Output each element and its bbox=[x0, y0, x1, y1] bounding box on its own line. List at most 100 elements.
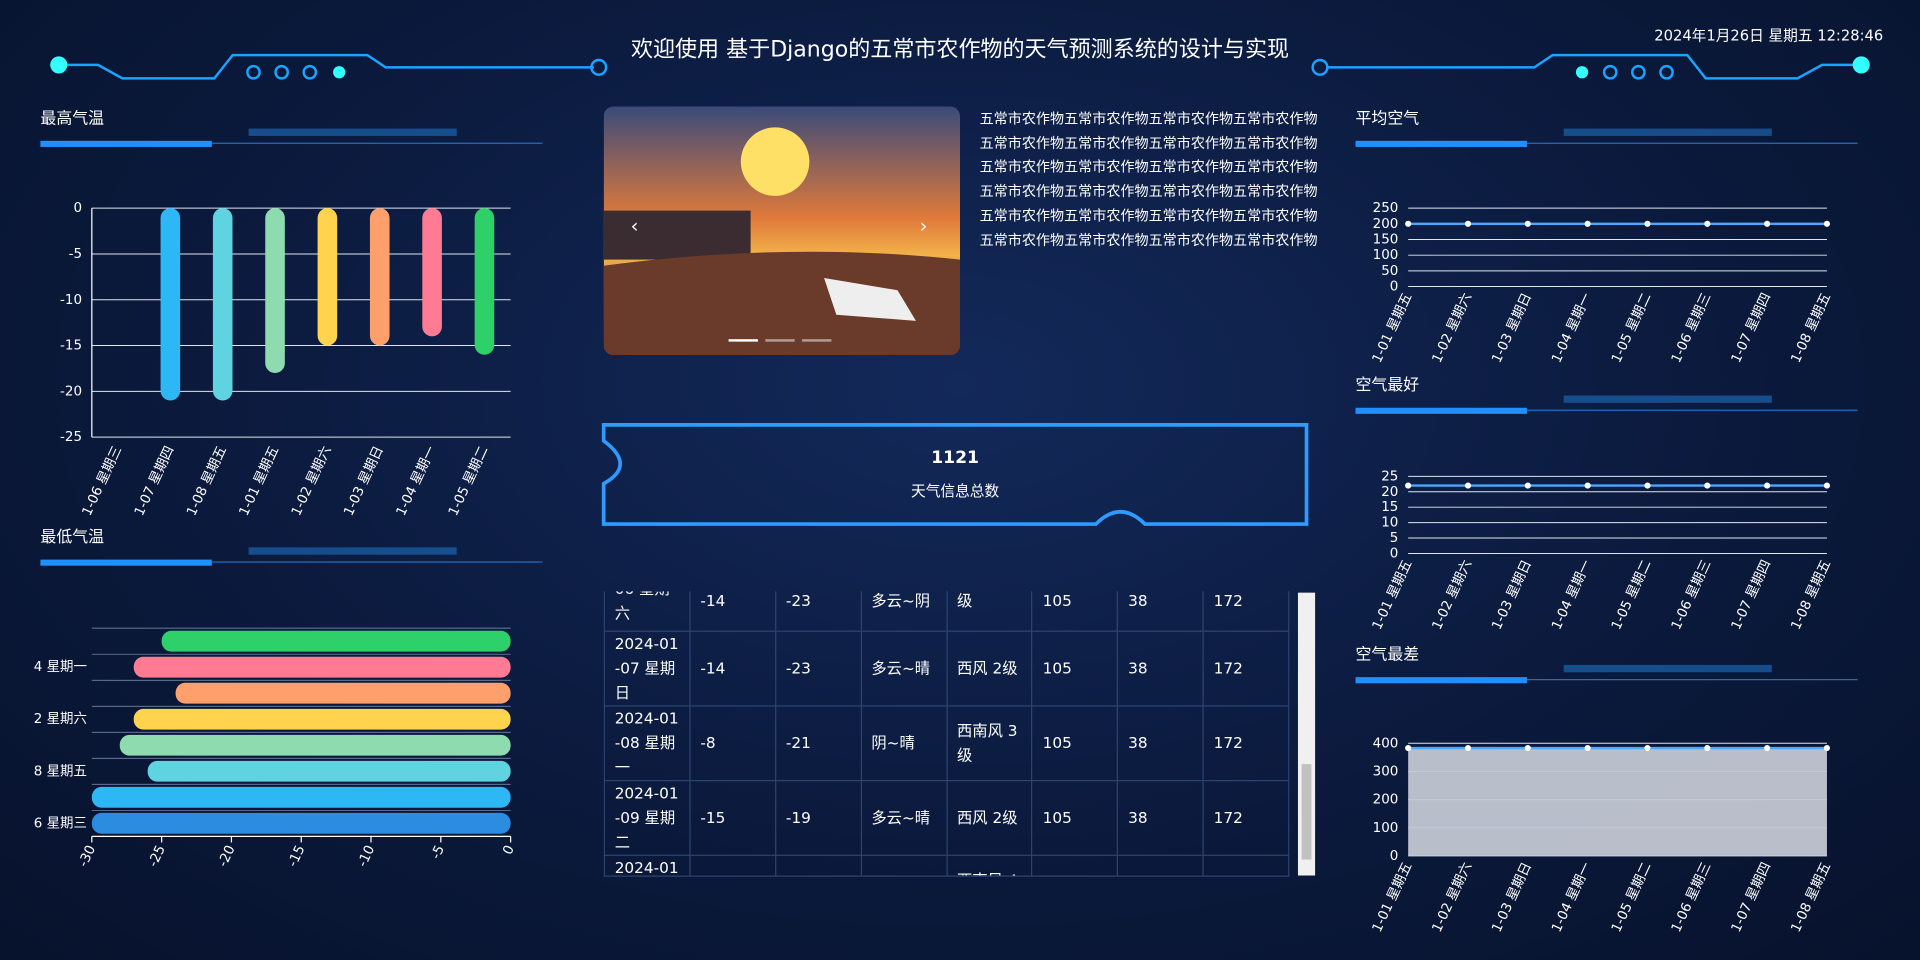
title-underline bbox=[40, 140, 212, 147]
table-cell: 172 bbox=[1202, 630, 1290, 707]
x-tick-label: 1-07 星期四 bbox=[1728, 557, 1774, 632]
table-cell: -21 bbox=[774, 705, 862, 782]
x-tick-label: 1-08 星期五 bbox=[184, 444, 230, 519]
y-tick-label: 20 bbox=[1381, 485, 1398, 500]
table-cell: 多云~阴 bbox=[860, 591, 948, 632]
header-dot bbox=[1602, 64, 1618, 80]
carousel[interactable]: ‹ › bbox=[603, 106, 960, 356]
title-hatch bbox=[248, 128, 457, 136]
y-tick-label: -20 bbox=[60, 384, 82, 399]
y-tick-label: 0 bbox=[1390, 280, 1399, 295]
y-tick-label: 200 bbox=[1373, 793, 1399, 808]
y-tick-label: 2 星期六 bbox=[34, 711, 87, 727]
x-tick-label: 1-06 星期三 bbox=[79, 444, 125, 519]
table-cell: 2024-01-10 星期三 bbox=[603, 854, 691, 876]
header-dot bbox=[246, 64, 261, 80]
carousel-image: ‹ › bbox=[603, 106, 960, 356]
y-tick-label: -10 bbox=[60, 293, 82, 308]
x-tick-label: 1-04 星期一 bbox=[1549, 860, 1595, 935]
point bbox=[1704, 220, 1711, 227]
table-cell: -8 bbox=[689, 705, 777, 782]
counter-value: 1121 bbox=[931, 448, 979, 468]
header-node bbox=[590, 58, 608, 76]
chart-title: 空气最差 bbox=[1356, 645, 1420, 664]
header-glow bbox=[1852, 56, 1870, 74]
y-tick-label: 15 bbox=[1381, 500, 1398, 515]
point bbox=[1524, 744, 1531, 752]
x-tick-label: 1-07 星期四 bbox=[1728, 290, 1774, 365]
y-tick-label: -15 bbox=[60, 339, 82, 354]
point bbox=[1764, 744, 1771, 752]
title-underline bbox=[1355, 407, 1527, 414]
table-cell: 多云~晴 bbox=[860, 630, 948, 707]
table-cell: -23 bbox=[774, 630, 862, 707]
table-cell: -15 bbox=[689, 779, 777, 856]
point bbox=[1405, 482, 1412, 489]
y-tick-label: 0 bbox=[73, 201, 82, 216]
y-tick-label: 0 bbox=[1390, 546, 1399, 561]
carousel-prev[interactable]: ‹ bbox=[631, 215, 639, 238]
point bbox=[1584, 744, 1591, 752]
x-tick-label: -20 bbox=[216, 843, 239, 869]
x-tick-label: 1-02 星期六 bbox=[1429, 860, 1475, 935]
table-cell: 38 bbox=[1117, 630, 1204, 707]
header-node bbox=[1311, 58, 1329, 76]
x-tick-label: 1-08 星期五 bbox=[1788, 860, 1834, 935]
y-tick-label: 250 bbox=[1373, 201, 1399, 216]
x-tick-label: -15 bbox=[286, 843, 309, 869]
table-cell: 2024-01-09 星期二 bbox=[603, 779, 691, 856]
x-tick-label: 1-08 星期五 bbox=[1788, 290, 1834, 365]
header-dot bbox=[333, 66, 346, 79]
chart-title: 平均空气 bbox=[1356, 108, 1420, 127]
table-cell: -14 bbox=[689, 630, 777, 707]
y-tick-label: 400 bbox=[1373, 736, 1399, 751]
point bbox=[1704, 744, 1711, 752]
bar bbox=[133, 656, 511, 678]
bar bbox=[133, 708, 511, 730]
bar bbox=[91, 786, 511, 808]
x-tick-label: 1-05 星期二 bbox=[1608, 290, 1654, 365]
x-tick-label: 1-02 星期六 bbox=[288, 444, 334, 519]
table-row: 2024-01-08 星期一 -8 -21 阴~晴 西南风 3级 105 38 172 bbox=[603, 705, 1290, 782]
x-tick-label: 1-05 星期二 bbox=[445, 444, 491, 519]
table-cell: 06 星期六 bbox=[603, 591, 691, 632]
table-cell: 多云~晴 bbox=[860, 779, 948, 856]
table-cell: 西风 2级 bbox=[945, 630, 1033, 707]
x-tick-label: 1-03 星期日 bbox=[1489, 290, 1535, 365]
table-cell: 105 bbox=[1031, 630, 1119, 707]
y-tick-label: 200 bbox=[1373, 217, 1399, 232]
scroll-thumb[interactable] bbox=[1301, 764, 1312, 860]
table-cell: -14 bbox=[689, 591, 777, 632]
header-line-right bbox=[1326, 53, 1862, 80]
point bbox=[1584, 220, 1591, 227]
x-tick-label: 1-07 星期四 bbox=[131, 444, 177, 519]
x-tick-label: 1-08 星期五 bbox=[1788, 557, 1834, 632]
table-cell: 西南风 3级 bbox=[945, 705, 1033, 782]
y-tick-label: 4 星期一 bbox=[34, 659, 87, 675]
table-row: 2024-01-10 星期三-6-8阴~多云西南风 4级10538172 bbox=[603, 854, 1290, 876]
scrollbar[interactable] bbox=[1297, 592, 1316, 876]
bar bbox=[161, 630, 511, 652]
y-tick-label: 300 bbox=[1373, 764, 1399, 779]
bar bbox=[147, 760, 511, 782]
carousel-next[interactable]: › bbox=[920, 215, 928, 238]
table-cell: 105 bbox=[1031, 779, 1119, 856]
bar bbox=[212, 208, 233, 401]
x-tick-label: 1-06 星期三 bbox=[1668, 290, 1714, 365]
chart-title: 最低气温 bbox=[40, 527, 104, 546]
table-row: 2024-01-07 星期日 -14 -23 多云~晴 西风 2级 105 38 172 bbox=[603, 630, 1290, 707]
y-tick-label: 0 bbox=[1390, 849, 1399, 864]
point bbox=[1464, 220, 1472, 227]
table-cell: 38 bbox=[1117, 591, 1204, 632]
x-tick-label: 1-01 星期五 bbox=[1369, 860, 1415, 935]
table-cell: 西南风 4级 bbox=[945, 854, 1033, 876]
x-tick-label: 1-03 星期日 bbox=[341, 444, 387, 519]
x-tick-label: 1-01 星期五 bbox=[236, 444, 282, 519]
point bbox=[1823, 744, 1830, 752]
